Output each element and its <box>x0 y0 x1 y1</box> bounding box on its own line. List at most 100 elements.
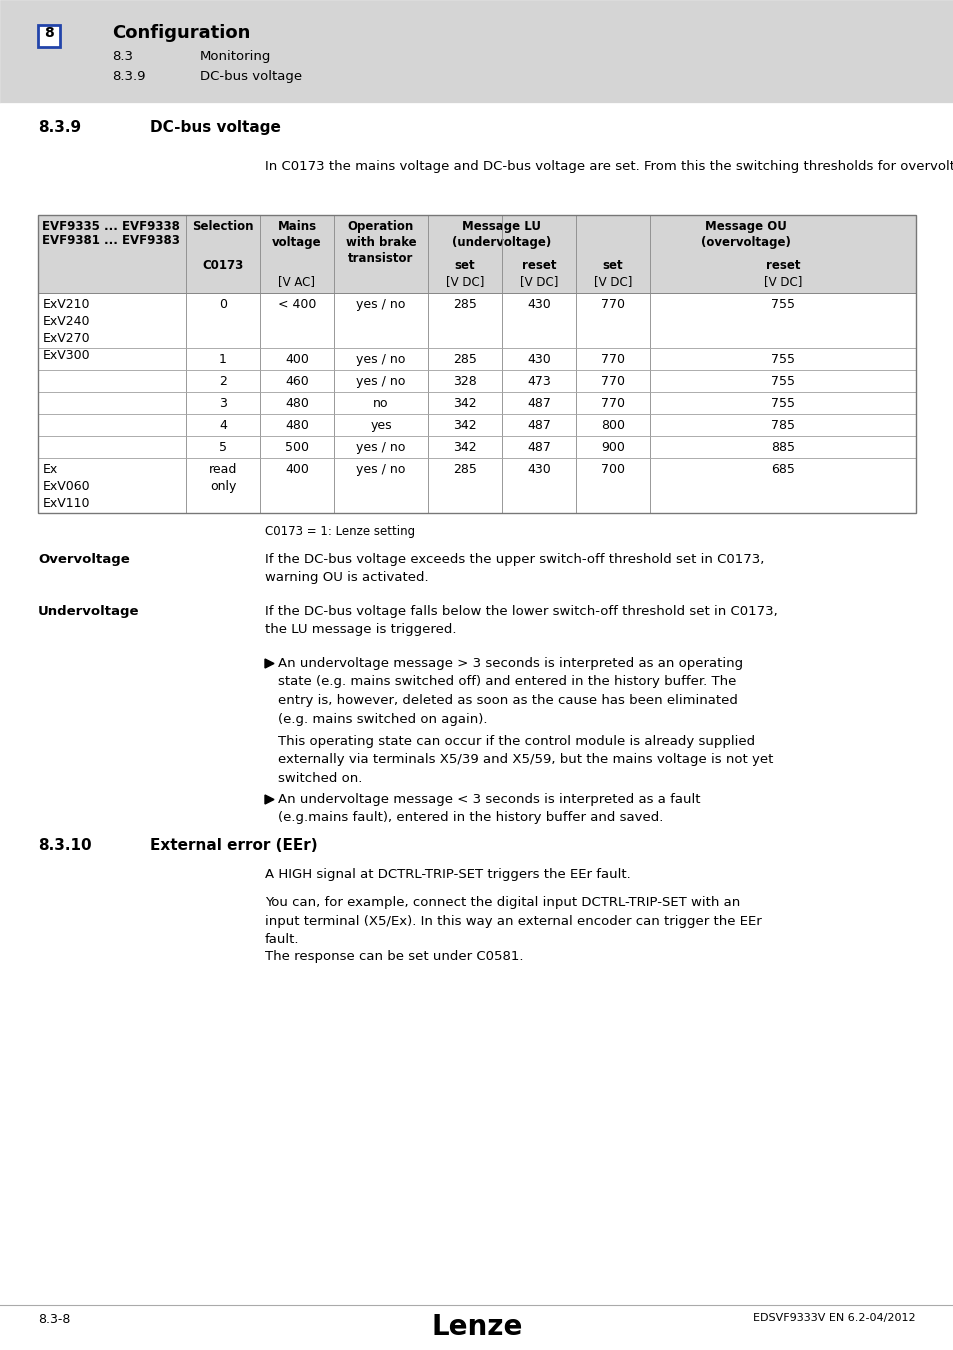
Text: 487: 487 <box>526 397 551 410</box>
Text: reset: reset <box>765 259 800 271</box>
Text: Ex
ExV060
ExV110: Ex ExV060 ExV110 <box>43 463 91 510</box>
Text: 285: 285 <box>453 463 476 477</box>
Text: Monitoring: Monitoring <box>200 50 271 63</box>
Text: 900: 900 <box>600 441 624 454</box>
Text: [V AC]: [V AC] <box>278 275 315 288</box>
Text: 755: 755 <box>770 375 794 387</box>
Text: 770: 770 <box>600 397 624 410</box>
Text: < 400: < 400 <box>277 298 315 311</box>
Text: Lenze: Lenze <box>431 1314 522 1341</box>
Text: 1: 1 <box>219 352 227 366</box>
Text: C0173: C0173 <box>202 259 243 271</box>
Polygon shape <box>265 795 274 805</box>
Text: reset: reset <box>521 259 556 271</box>
Text: 460: 460 <box>285 375 309 387</box>
Text: yes / no: yes / no <box>355 463 405 477</box>
Text: 400: 400 <box>285 352 309 366</box>
Bar <box>38 215 915 513</box>
Bar <box>38 215 915 293</box>
Text: A HIGH signal at DCTRL-TRIP-SET triggers the EEr fault.: A HIGH signal at DCTRL-TRIP-SET triggers… <box>265 868 630 882</box>
Text: 2: 2 <box>219 375 227 387</box>
Text: 755: 755 <box>770 352 794 366</box>
Text: 0: 0 <box>219 298 227 311</box>
Text: 3: 3 <box>219 397 227 410</box>
Text: 5: 5 <box>219 441 227 454</box>
Bar <box>38 348 915 370</box>
Polygon shape <box>265 659 274 668</box>
Bar <box>38 436 915 458</box>
Bar <box>38 414 915 436</box>
Text: yes / no: yes / no <box>355 375 405 387</box>
Text: 800: 800 <box>600 418 624 432</box>
Bar <box>38 26 60 47</box>
Text: 430: 430 <box>527 298 550 311</box>
Text: 885: 885 <box>770 441 794 454</box>
Text: set: set <box>455 259 475 271</box>
Text: Message LU
(undervoltage): Message LU (undervoltage) <box>452 220 551 248</box>
Text: 8.3.10: 8.3.10 <box>38 838 91 853</box>
Text: 8.3: 8.3 <box>112 50 132 63</box>
Text: 500: 500 <box>285 441 309 454</box>
Text: read
only: read only <box>209 463 237 493</box>
Text: 285: 285 <box>453 298 476 311</box>
Text: 8.3-8: 8.3-8 <box>38 1314 71 1326</box>
Text: 480: 480 <box>285 397 309 410</box>
Text: An undervoltage message < 3 seconds is interpreted as a fault
(e.g.mains fault),: An undervoltage message < 3 seconds is i… <box>277 792 700 825</box>
Text: no: no <box>373 397 388 410</box>
Text: 785: 785 <box>770 418 794 432</box>
Bar <box>38 293 915 348</box>
Text: [V DC]: [V DC] <box>763 275 801 288</box>
Text: Selection: Selection <box>193 220 253 234</box>
Text: 755: 755 <box>770 298 794 311</box>
Text: 770: 770 <box>600 298 624 311</box>
Text: [V DC]: [V DC] <box>445 275 484 288</box>
Text: 328: 328 <box>453 375 476 387</box>
Text: ExV210
ExV240
ExV270
ExV300: ExV210 ExV240 ExV270 ExV300 <box>43 298 91 362</box>
Text: 430: 430 <box>527 352 550 366</box>
Text: Undervoltage: Undervoltage <box>38 605 139 618</box>
Text: [V DC]: [V DC] <box>593 275 632 288</box>
Text: 685: 685 <box>770 463 794 477</box>
Text: set: set <box>602 259 622 271</box>
Text: 487: 487 <box>526 418 551 432</box>
Text: You can, for example, connect the digital input DCTRL-TRIP-SET with an
input ter: You can, for example, connect the digita… <box>265 896 760 946</box>
Text: Message OU
(overvoltage): Message OU (overvoltage) <box>700 220 790 248</box>
Text: yes / no: yes / no <box>355 298 405 311</box>
Text: 400: 400 <box>285 463 309 477</box>
Text: Overvoltage: Overvoltage <box>38 554 130 566</box>
Text: 700: 700 <box>600 463 624 477</box>
Text: 487: 487 <box>526 441 551 454</box>
Text: EDSVF9333V EN 6.2-04/2012: EDSVF9333V EN 6.2-04/2012 <box>753 1314 915 1323</box>
Text: An undervoltage message > 3 seconds is interpreted as an operating
state (e.g. m: An undervoltage message > 3 seconds is i… <box>277 657 742 725</box>
Text: Operation
with brake
transistor: Operation with brake transistor <box>345 220 416 265</box>
Text: Mains
voltage: Mains voltage <box>272 220 321 248</box>
Bar <box>38 370 915 392</box>
Text: EVF9381 ... EVF9383: EVF9381 ... EVF9383 <box>42 234 180 247</box>
Text: C0173 = 1: Lenze setting: C0173 = 1: Lenze setting <box>265 525 415 539</box>
Text: 430: 430 <box>527 463 550 477</box>
Text: 473: 473 <box>527 375 550 387</box>
Text: External error (EEr): External error (EEr) <box>150 838 317 853</box>
Text: This operating state can occur if the control module is already supplied
externa: This operating state can occur if the co… <box>277 734 773 784</box>
Bar <box>0 0 953 103</box>
Text: 342: 342 <box>453 418 476 432</box>
Text: yes: yes <box>370 418 392 432</box>
Bar <box>38 458 915 513</box>
Text: 8.3.9: 8.3.9 <box>112 70 146 82</box>
Text: [V DC]: [V DC] <box>519 275 558 288</box>
Text: If the DC-bus voltage falls below the lower switch-off threshold set in C0173,
t: If the DC-bus voltage falls below the lo… <box>265 605 777 636</box>
Text: DC-bus voltage: DC-bus voltage <box>150 120 280 135</box>
Text: 8.3.9: 8.3.9 <box>38 120 81 135</box>
Text: 342: 342 <box>453 397 476 410</box>
Text: If the DC-bus voltage exceeds the upper switch-off threshold set in C0173,
warni: If the DC-bus voltage exceeds the upper … <box>265 554 763 585</box>
Text: Configuration: Configuration <box>112 24 250 42</box>
Text: 342: 342 <box>453 441 476 454</box>
Text: yes / no: yes / no <box>355 352 405 366</box>
Text: 480: 480 <box>285 418 309 432</box>
Text: 8: 8 <box>44 26 53 40</box>
Text: In C0173 the mains voltage and DC-bus voltage are set. From this the switching t: In C0173 the mains voltage and DC-bus vo… <box>265 161 953 173</box>
Text: DC-bus voltage: DC-bus voltage <box>200 70 302 82</box>
Text: 770: 770 <box>600 375 624 387</box>
Text: 285: 285 <box>453 352 476 366</box>
Bar <box>38 392 915 414</box>
